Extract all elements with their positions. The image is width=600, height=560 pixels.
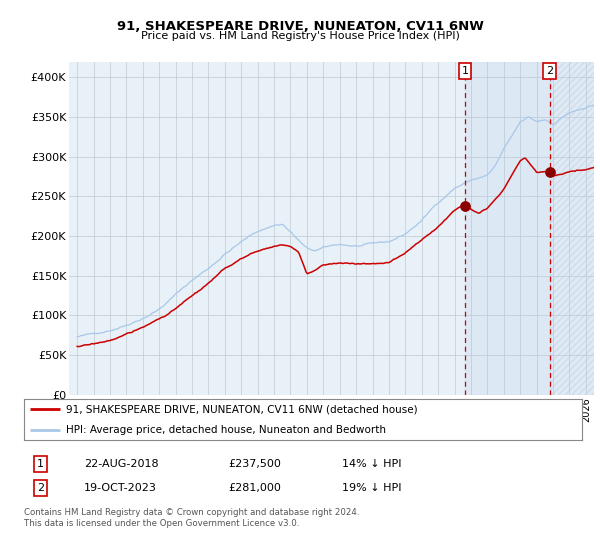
Text: 14% ↓ HPI: 14% ↓ HPI xyxy=(342,459,401,469)
Text: Price paid vs. HM Land Registry's House Price Index (HPI): Price paid vs. HM Land Registry's House … xyxy=(140,31,460,41)
Text: 91, SHAKESPEARE DRIVE, NUNEATON, CV11 6NW (detached house): 91, SHAKESPEARE DRIVE, NUNEATON, CV11 6N… xyxy=(66,404,418,414)
Text: HPI: Average price, detached house, Nuneaton and Bedworth: HPI: Average price, detached house, Nune… xyxy=(66,424,386,435)
Text: 1: 1 xyxy=(461,66,469,76)
Text: £281,000: £281,000 xyxy=(228,483,281,493)
Bar xyxy=(550,62,600,395)
Text: 19-OCT-2023: 19-OCT-2023 xyxy=(84,483,157,493)
Text: 2: 2 xyxy=(37,483,44,493)
Bar xyxy=(465,62,550,395)
Text: £237,500: £237,500 xyxy=(228,459,281,469)
Text: 2: 2 xyxy=(546,66,553,76)
Text: Contains HM Land Registry data © Crown copyright and database right 2024.
This d: Contains HM Land Registry data © Crown c… xyxy=(24,508,359,528)
Text: 1: 1 xyxy=(37,459,44,469)
Bar xyxy=(550,62,600,395)
Text: 19% ↓ HPI: 19% ↓ HPI xyxy=(342,483,401,493)
Text: 91, SHAKESPEARE DRIVE, NUNEATON, CV11 6NW: 91, SHAKESPEARE DRIVE, NUNEATON, CV11 6N… xyxy=(116,20,484,32)
Text: 22-AUG-2018: 22-AUG-2018 xyxy=(84,459,158,469)
Point xyxy=(545,167,554,176)
Point xyxy=(460,202,470,211)
